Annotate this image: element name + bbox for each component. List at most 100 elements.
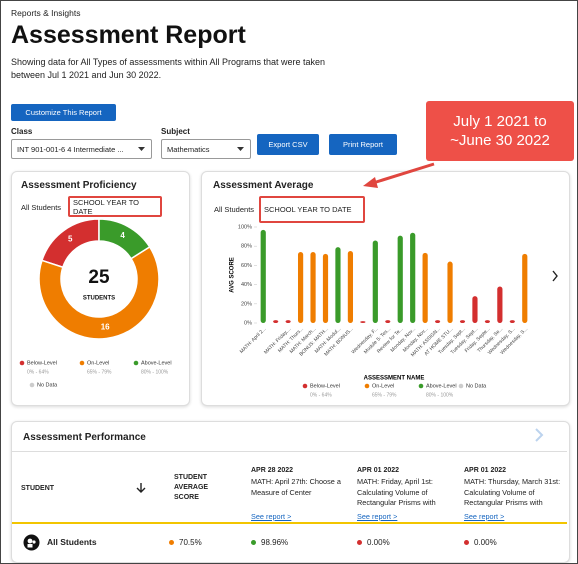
chevron	[138, 147, 145, 151]
legend-swatch	[79, 360, 85, 366]
bar	[385, 320, 391, 323]
score-value: 98.96%	[261, 538, 289, 547]
legend-range: 80% - 100%	[141, 369, 169, 375]
legend-label: No Data	[37, 382, 58, 388]
legend-label: No Data	[466, 383, 487, 389]
bar	[260, 229, 266, 323]
legend-label: Below-Level	[310, 383, 340, 389]
page-title: Assessment Report	[11, 21, 246, 49]
period-filter[interactable]: SCHOOL YEAR TO DATE	[259, 196, 365, 223]
bar	[472, 296, 478, 323]
subject-value: Mathematics	[167, 144, 210, 154]
assessment-name: MATH: Thursday, March 31st: Calculating …	[464, 477, 561, 507]
score-dot	[357, 540, 362, 545]
annotation-text: July 1 2021 to ~June 30 2022	[450, 113, 550, 149]
bar	[310, 251, 316, 323]
legend-swatch	[458, 383, 464, 389]
class-select[interactable]: INT 901-001-6 4 Intermediate ...	[11, 139, 152, 159]
bar	[447, 261, 453, 323]
legend-swatch	[19, 360, 25, 366]
total-value: 25	[88, 267, 110, 288]
assessment-date: APR 28 2022	[251, 467, 294, 474]
annotation: July 1 2021 to ~June 30 2022	[426, 101, 574, 161]
period-value: SCHOOL YEAR TO DATE	[264, 205, 352, 214]
donut-segment	[38, 245, 160, 340]
legend-range: 0% - 64%	[310, 392, 332, 398]
column-header: STUDENT	[21, 485, 55, 492]
class-label: Class	[11, 127, 33, 136]
chevron	[237, 147, 244, 151]
annotation-arrowhead	[363, 177, 378, 188]
subject-label: Subject	[161, 127, 190, 136]
legend-label: Below-Level	[27, 360, 57, 366]
bar	[410, 232, 416, 323]
segment-label: 16	[101, 323, 110, 332]
legend-range: 65% - 79%	[372, 392, 397, 398]
divider	[12, 451, 567, 452]
bar	[273, 320, 279, 323]
description: Showing data for All Types of assessment…	[11, 57, 325, 80]
bar	[297, 251, 304, 323]
legend-range: 65% - 79%	[87, 369, 112, 375]
segment-label: 4	[120, 231, 125, 240]
legend-label: On-Level	[372, 383, 394, 389]
legend-swatch	[302, 383, 308, 389]
proficiency-title: Assessment Proficiency	[21, 180, 137, 191]
x-axis-title: ASSESSMENT NAME	[364, 376, 425, 382]
assessment-date: APR 01 2022	[357, 467, 400, 474]
report-link[interactable]: See report >	[464, 512, 505, 521]
bar	[509, 320, 515, 323]
column-header: STUDENT AVERAGE SCORE	[174, 474, 209, 501]
filter-label: All Students	[214, 205, 255, 214]
score-dot	[464, 540, 469, 545]
legend-swatch	[133, 360, 139, 366]
legend-swatch	[364, 383, 370, 389]
print-button[interactable]: Print Report	[329, 134, 397, 155]
legend-label: On-Level	[87, 360, 109, 366]
subject-select[interactable]: Mathematics	[161, 139, 251, 159]
bar	[397, 235, 403, 323]
average-title: Assessment Average	[213, 180, 314, 191]
segment-label: 5	[68, 234, 73, 243]
score-cell: 70.5%	[169, 538, 202, 547]
y-tick-label: 100%	[238, 224, 252, 230]
bar	[335, 247, 341, 323]
period-filter[interactable]: SCHOOL YEAR TO DATE	[68, 196, 162, 217]
filter-label: All Students	[21, 203, 62, 212]
class-value: INT 901-001-6 4 Intermediate ...	[17, 144, 124, 154]
bar	[484, 320, 491, 323]
y-tick-label: 60%	[241, 263, 252, 269]
score-cell: 0.00%	[464, 538, 497, 547]
export-button[interactable]: Export CSV	[257, 134, 319, 155]
bar	[497, 286, 503, 323]
score-cell: 0.00%	[357, 538, 390, 547]
bar	[372, 240, 378, 323]
legend-label: Above-Level	[426, 383, 457, 389]
score-dot	[169, 540, 174, 545]
donut-segment	[98, 218, 151, 260]
report-link[interactable]: See report >	[357, 512, 398, 521]
assessment-name: MATH: April 27th: Choose a Measure of Ce…	[251, 477, 341, 497]
student-name: All Students	[47, 537, 97, 547]
score-value: 70.5%	[179, 538, 202, 547]
next-chart[interactable]	[552, 270, 558, 282]
total-label: STUDENTS	[83, 296, 115, 302]
report-link[interactable]: See report >	[251, 512, 292, 521]
breadcrumb[interactable]: Reports & Insights	[11, 8, 81, 18]
bar	[422, 252, 428, 323]
score-dot	[251, 540, 256, 545]
next-icon[interactable]	[534, 428, 544, 442]
group-icon	[23, 534, 40, 551]
performance-title: Assessment Performance	[23, 432, 146, 443]
bar	[285, 320, 291, 323]
bar	[347, 251, 354, 323]
assessment-date: APR 01 2022	[464, 467, 507, 474]
legend-swatch	[29, 382, 35, 388]
period-value: SCHOOL YEAR TO DATE	[73, 197, 139, 216]
sort-icon[interactable]	[136, 482, 146, 494]
score-cell: 98.96%	[251, 538, 288, 547]
customize-button[interactable]: Customize This Report	[11, 104, 116, 121]
y-tick-label: 40%	[241, 282, 252, 288]
